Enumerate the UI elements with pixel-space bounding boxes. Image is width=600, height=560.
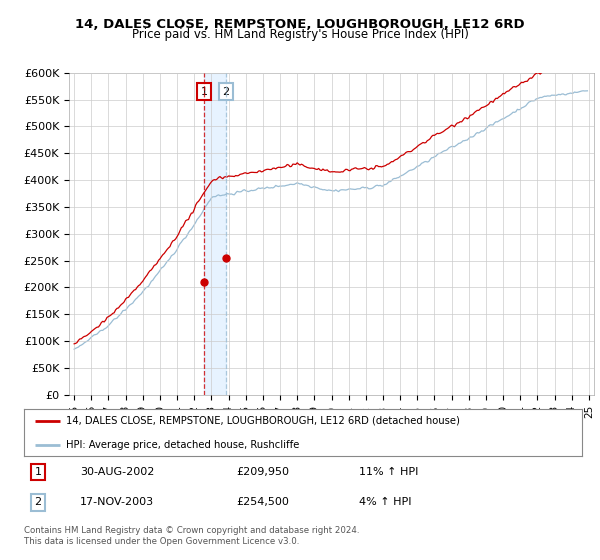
Text: Price paid vs. HM Land Registry's House Price Index (HPI): Price paid vs. HM Land Registry's House … [131,28,469,41]
Text: 1: 1 [34,467,41,477]
Text: 14, DALES CLOSE, REMPSTONE, LOUGHBOROUGH, LE12 6RD: 14, DALES CLOSE, REMPSTONE, LOUGHBOROUGH… [75,18,525,31]
Text: 17-NOV-2003: 17-NOV-2003 [80,497,154,507]
Text: £254,500: £254,500 [236,497,289,507]
Bar [204,73,226,395]
Text: 4% ↑ HPI: 4% ↑ HPI [359,497,412,507]
Text: HPI: Average price, detached house, Rushcliffe: HPI: Average price, detached house, Rush… [66,440,299,450]
Text: 2: 2 [34,497,41,507]
Text: £209,950: £209,950 [236,467,289,477]
Text: 1: 1 [201,87,208,96]
Text: 30-AUG-2002: 30-AUG-2002 [80,467,154,477]
Text: Contains HM Land Registry data © Crown copyright and database right 2024.
This d: Contains HM Land Registry data © Crown c… [24,526,359,546]
Text: 14, DALES CLOSE, REMPSTONE, LOUGHBOROUGH, LE12 6RD (detached house): 14, DALES CLOSE, REMPSTONE, LOUGHBOROUGH… [66,416,460,426]
Text: 11% ↑ HPI: 11% ↑ HPI [359,467,418,477]
Text: 2: 2 [222,87,229,96]
